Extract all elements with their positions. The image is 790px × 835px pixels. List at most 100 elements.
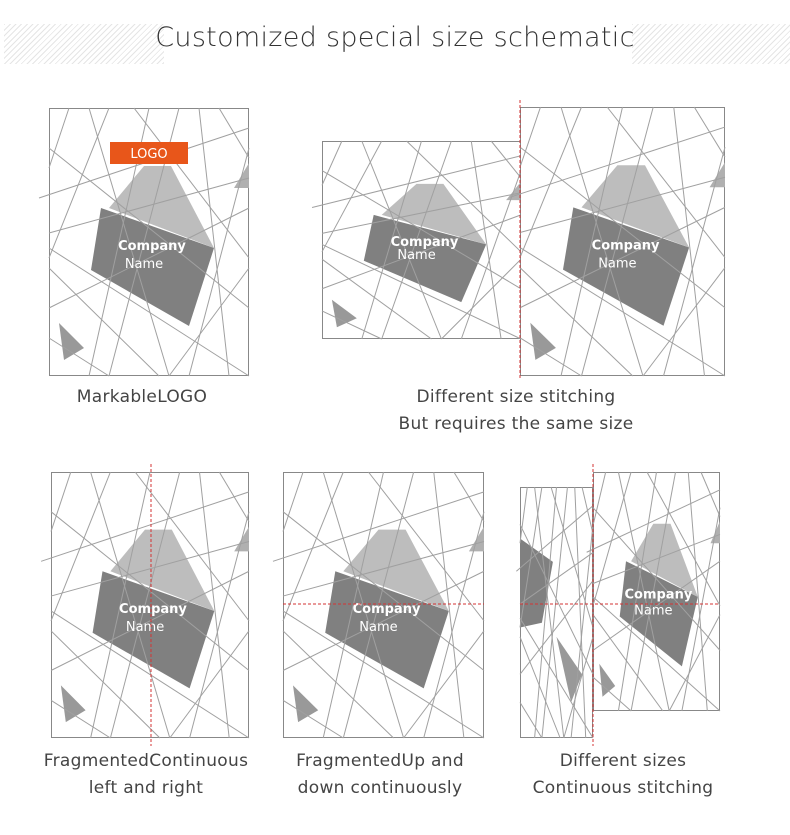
- pattern-line: [519, 552, 594, 605]
- pattern-line: [321, 214, 522, 290]
- pattern-line: [48, 107, 70, 169]
- company-label: Company: [119, 602, 187, 617]
- pattern-line: [581, 106, 654, 377]
- company-label: Company: [391, 235, 459, 250]
- pattern-line: [592, 560, 721, 651]
- light-shape: [343, 529, 449, 611]
- pattern-line: [48, 337, 110, 377]
- panel-different-sizes-left: [516, 486, 594, 739]
- company-label: Company: [592, 239, 660, 254]
- caption-different-sizes-line1: Different sizes: [559, 751, 687, 771]
- pattern-line: [218, 107, 250, 159]
- pattern-line: [406, 140, 522, 253]
- pattern-line: [519, 337, 582, 377]
- logo-badge: [110, 142, 188, 164]
- cut-line-vertical-lr: [150, 464, 152, 746]
- pattern-line: [342, 471, 415, 739]
- caption-different-size: Different size stitching But requires th…: [380, 384, 652, 438]
- name-label: Name: [397, 248, 435, 263]
- pattern-line: [519, 176, 726, 233]
- light-shape: [381, 183, 487, 245]
- pattern-line: [50, 471, 72, 532]
- pattern-line: [311, 155, 522, 208]
- pattern-line: [169, 630, 250, 739]
- pattern-line: [90, 471, 151, 739]
- pattern-line: [592, 676, 632, 712]
- pattern-line: [282, 511, 485, 671]
- pattern-line: [321, 258, 432, 340]
- pattern-line: [189, 511, 250, 739]
- pattern-line: [592, 533, 721, 584]
- dark-shape: [92, 571, 215, 689]
- pattern-line: [519, 636, 561, 739]
- caption-fragmented-ud-line2: down continuously: [297, 778, 463, 798]
- caption-fragmented-ud: FragmentedUp and down continuously: [280, 748, 480, 802]
- pattern-line: [48, 267, 160, 377]
- pattern-line: [592, 471, 632, 606]
- pattern-line: [48, 147, 250, 309]
- dark-shape: [325, 571, 449, 689]
- header-hatch-left: [4, 24, 164, 64]
- panel-stitching-large: Company Name: [509, 106, 726, 377]
- header-hatch-right: [632, 24, 790, 64]
- pattern-line: [581, 486, 594, 534]
- pattern-line: [134, 471, 250, 622]
- pattern-line: [592, 614, 664, 712]
- pattern-line: [519, 247, 726, 377]
- pattern-line: [50, 699, 111, 739]
- cut-line-vertical: [519, 100, 521, 380]
- pattern-line: [693, 106, 726, 158]
- corner-triangle: [599, 663, 616, 697]
- cut-line-horizontal-ud: [283, 603, 484, 605]
- pattern-line: [50, 630, 161, 739]
- pattern-line: [663, 147, 726, 377]
- pattern-line: [133, 107, 250, 259]
- page-title: Customized special size schematic: [155, 22, 635, 53]
- pattern-line: [687, 471, 708, 712]
- pattern-line: [519, 580, 594, 675]
- pattern-line: [541, 486, 568, 739]
- dark-shape: [91, 208, 214, 326]
- pattern-line: [519, 486, 543, 628]
- pattern-line: [642, 267, 726, 377]
- pattern-line: [321, 140, 343, 186]
- pattern-line: [453, 471, 485, 522]
- pattern-line: [50, 570, 250, 671]
- pattern-line: [668, 614, 721, 712]
- pattern-line: [168, 267, 250, 377]
- pattern-line: [560, 106, 644, 377]
- name-label: Name: [126, 620, 164, 635]
- panel-markable-logo: Company Name LOGO: [38, 107, 250, 377]
- caption-different-sizes-line2: Continuous stitching: [532, 778, 714, 798]
- company-label: Company: [624, 588, 692, 603]
- pattern-line: [48, 247, 250, 377]
- pattern-line: [322, 471, 384, 739]
- pattern-line: [403, 630, 485, 739]
- caption-different-sizes: Different sizes Continuous stitching: [520, 748, 726, 802]
- pattern-line: [560, 106, 623, 377]
- pattern-line: [272, 491, 485, 562]
- pattern-line: [490, 140, 522, 179]
- pattern-line: [586, 489, 721, 553]
- edge-triangle: [709, 162, 725, 188]
- pattern-line: [218, 471, 250, 522]
- pattern-line: [199, 471, 230, 739]
- caption-fragmented-lr-line2: left and right: [88, 778, 204, 798]
- pattern-line: [460, 170, 522, 340]
- pattern-line: [282, 540, 485, 597]
- dark-shape: [363, 214, 487, 303]
- pattern-line: [509, 126, 726, 198]
- pattern-line: [282, 471, 304, 532]
- dark-shape: [563, 207, 690, 326]
- pattern-line: [563, 636, 594, 739]
- pattern-line: [109, 471, 181, 739]
- corner-triangle: [331, 299, 357, 328]
- pattern-line: [368, 471, 485, 622]
- pattern-line: [441, 258, 522, 340]
- light-shape: [110, 529, 215, 611]
- pattern-line: [519, 146, 726, 309]
- pattern-line: [700, 471, 721, 517]
- pattern-line: [48, 177, 250, 234]
- pattern-line: [681, 507, 721, 712]
- pattern-line: [470, 140, 502, 340]
